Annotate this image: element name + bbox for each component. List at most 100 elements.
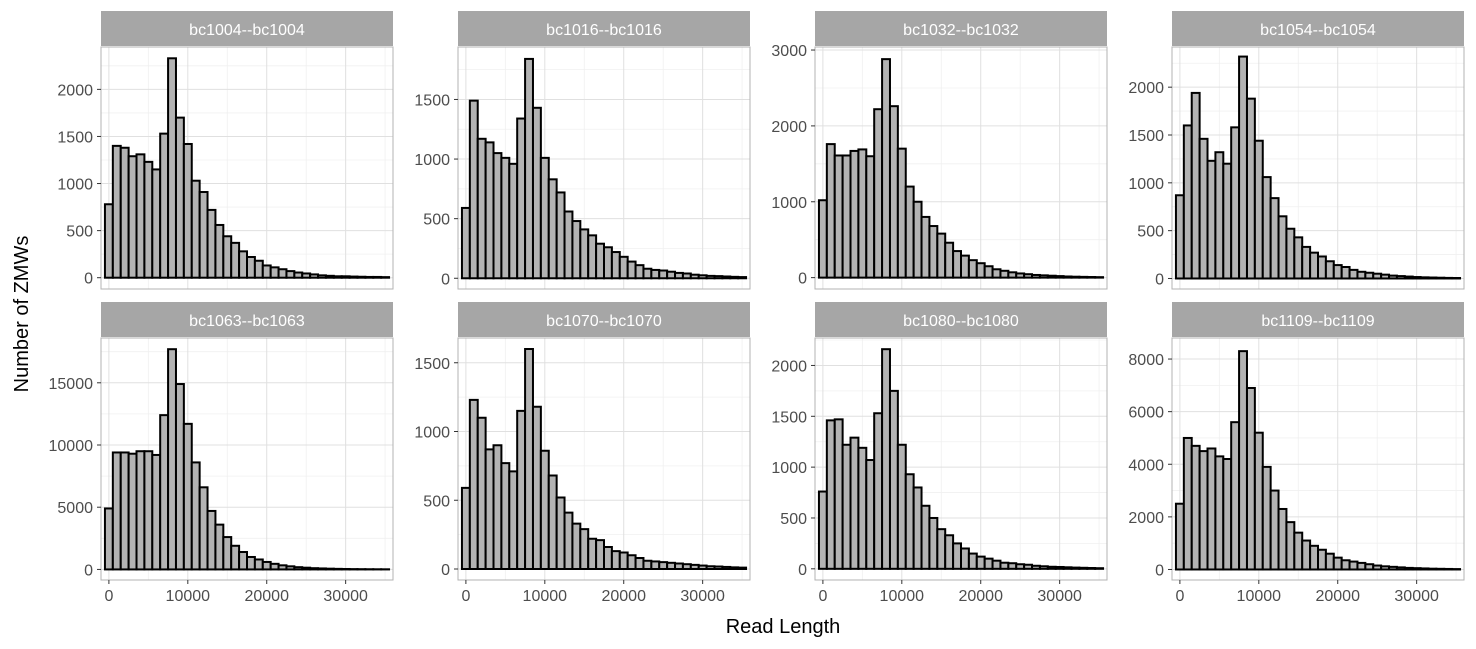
y-tick-label: 0 (798, 562, 807, 579)
histogram-bar (1364, 271, 1375, 280)
x-tick-label: 0 (104, 588, 113, 605)
histogram-bar (1094, 567, 1105, 570)
histogram-bar (301, 566, 312, 571)
histogram-bar (888, 105, 899, 279)
histogram-bar (135, 153, 146, 279)
histogram-bar (524, 57, 534, 280)
histogram-bar (151, 168, 162, 279)
histogram-bar (658, 269, 669, 280)
panel-border (100, 337, 394, 581)
panel-border (1171, 337, 1465, 581)
histogram-bar (1332, 556, 1343, 571)
histogram-bar (1261, 465, 1272, 571)
histogram-bar (206, 208, 217, 279)
y-tick-label: 1500 (414, 92, 450, 109)
histogram-bar (460, 206, 471, 280)
panel-border (814, 337, 1108, 581)
histogram-bar (991, 559, 1002, 570)
histogram-bar (666, 270, 677, 280)
y-tick-label: 500 (423, 212, 450, 229)
x-tick-label: 10000 (1237, 588, 1282, 605)
histogram-bars (1174, 350, 1462, 571)
histogram-bar (587, 234, 598, 280)
y-tick-label: 0 (84, 562, 93, 579)
histogram-bar (1372, 272, 1383, 280)
histogram-bar (1411, 567, 1422, 571)
histogram-bar (222, 536, 233, 571)
histogram-bar (873, 412, 884, 570)
histogram-bar (952, 542, 962, 570)
histogram-bar (127, 155, 138, 279)
histogram-bars (460, 348, 748, 571)
histogram-bar (1395, 566, 1406, 571)
facet-strip (458, 11, 750, 46)
histogram-bar (380, 276, 391, 279)
histogram-bar (888, 389, 899, 570)
histogram-bar (372, 275, 383, 279)
histogram-bar (167, 348, 177, 571)
histogram-bar (500, 462, 511, 570)
y-tick-label: 1500 (771, 409, 807, 426)
facet-strip (1172, 11, 1464, 46)
histogram-bar (721, 275, 732, 280)
histogram-bar (253, 558, 264, 571)
histogram-bar (190, 179, 201, 279)
histogram-bar (817, 199, 828, 279)
histogram-bar (674, 562, 684, 570)
histogram-bar (1301, 539, 1312, 571)
facet-panel: bc1109--bc1109 0 2000 4000 6000 8000 0 10000 200… (1128, 302, 1465, 605)
histogram-bar (952, 250, 962, 279)
histogram-bar (1023, 273, 1034, 279)
y-tick-label: 0 (1155, 271, 1164, 288)
histogram-bar (293, 566, 304, 571)
histogram-bar (555, 191, 566, 280)
y-tick-label: 1000 (771, 195, 807, 212)
histogram-bar (618, 551, 629, 570)
histogram-bar (1419, 567, 1430, 571)
histogram-bar (999, 269, 1010, 279)
histogram-bar (1332, 264, 1343, 280)
facet-panel: bc1063--bc1063 0 5000 10000 15000 0 10000 20000… (49, 302, 394, 605)
histogram-bar (1253, 431, 1264, 571)
facet-panel: bc1004--bc1004 0 500 1000 1500 2000 (57, 11, 394, 290)
y-tick-label: 15000 (49, 376, 94, 393)
x-tick-label: 10000 (166, 588, 211, 605)
histogram-bar (999, 561, 1010, 570)
histogram-bar (865, 155, 876, 279)
y-tick-label: 5000 (57, 500, 93, 517)
histogram-bar (697, 564, 708, 570)
histogram-bar (1054, 565, 1065, 570)
histogram-bar (167, 57, 177, 279)
histogram-bar (904, 473, 915, 570)
histogram-bars (103, 348, 391, 571)
histogram-bar (269, 266, 280, 279)
histogram-bars (103, 57, 391, 279)
histogram-bar (151, 453, 162, 571)
histogram-bar (563, 511, 574, 570)
histogram-bar (983, 265, 994, 279)
facet-strip (101, 302, 393, 337)
histogram-bar (1309, 544, 1320, 571)
histogram-bar (904, 185, 915, 279)
y-tick-label: 0 (441, 562, 450, 579)
histogram-bar (603, 546, 613, 570)
histogram-bar (1419, 276, 1430, 280)
histogram-bar (729, 566, 740, 570)
histogram-bar (896, 147, 907, 279)
histogram-bar (547, 474, 558, 570)
y-axis-title: Number of ZMWs (11, 236, 33, 393)
histogram-bar (206, 509, 217, 571)
histogram-bar (531, 405, 542, 570)
histogram-bar (626, 554, 637, 570)
histogram-bar (881, 58, 891, 279)
y-tick-label: 3000 (771, 43, 807, 60)
histogram-bar (1062, 275, 1073, 279)
histogram-bar (182, 142, 193, 279)
histogram-bar (595, 539, 605, 570)
histogram-bar (174, 116, 185, 279)
y-tick-label: 1000 (414, 152, 450, 169)
y-tick-label: 10000 (49, 438, 94, 455)
histogram-bar (944, 241, 955, 279)
histogram-bar (737, 276, 748, 280)
x-tick-label: 0 (818, 588, 827, 605)
